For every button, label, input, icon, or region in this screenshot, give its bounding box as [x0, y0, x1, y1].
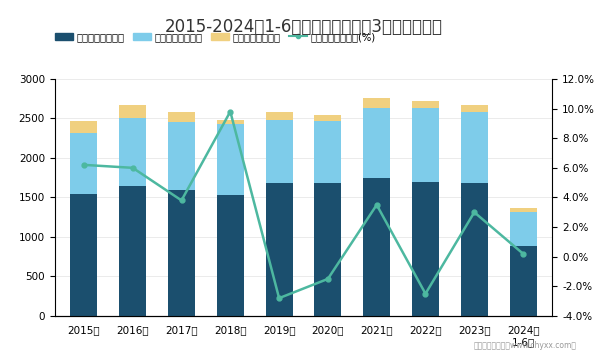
Bar: [217, 195, 244, 316]
Bar: [510, 246, 537, 316]
Legend: 销售费用（亿元）, 管理费用（亿元）, 财务费用（亿元）, 销售费用累计增长(%): 销售费用（亿元）, 管理费用（亿元）, 财务费用（亿元）, 销售费用累计增长(%…: [55, 32, 376, 42]
Bar: [266, 183, 293, 316]
Bar: [168, 190, 195, 316]
Bar: [461, 183, 487, 316]
Bar: [217, 120, 244, 124]
Bar: [266, 112, 293, 120]
Bar: [120, 186, 146, 316]
Bar: [412, 182, 439, 316]
Bar: [70, 121, 97, 134]
Bar: [120, 118, 146, 186]
Text: 2015-2024年1-6月食品制造业企业3类费用统计图: 2015-2024年1-6月食品制造业企业3类费用统计图: [164, 18, 443, 36]
Bar: [168, 122, 195, 190]
Bar: [461, 105, 487, 112]
Bar: [314, 121, 341, 183]
Bar: [461, 112, 487, 183]
Text: 制图：智研咨询（www.chyxx.com）: 制图：智研咨询（www.chyxx.com）: [473, 341, 577, 350]
Bar: [120, 106, 146, 118]
Bar: [314, 183, 341, 316]
Bar: [510, 212, 537, 246]
Bar: [363, 108, 390, 178]
Bar: [217, 124, 244, 195]
Bar: [412, 108, 439, 182]
Bar: [412, 101, 439, 108]
Bar: [70, 134, 97, 194]
Bar: [314, 115, 341, 121]
Bar: [363, 98, 390, 108]
Bar: [363, 178, 390, 316]
Bar: [510, 208, 537, 212]
Bar: [168, 112, 195, 122]
Bar: [70, 194, 97, 316]
Bar: [266, 120, 293, 183]
